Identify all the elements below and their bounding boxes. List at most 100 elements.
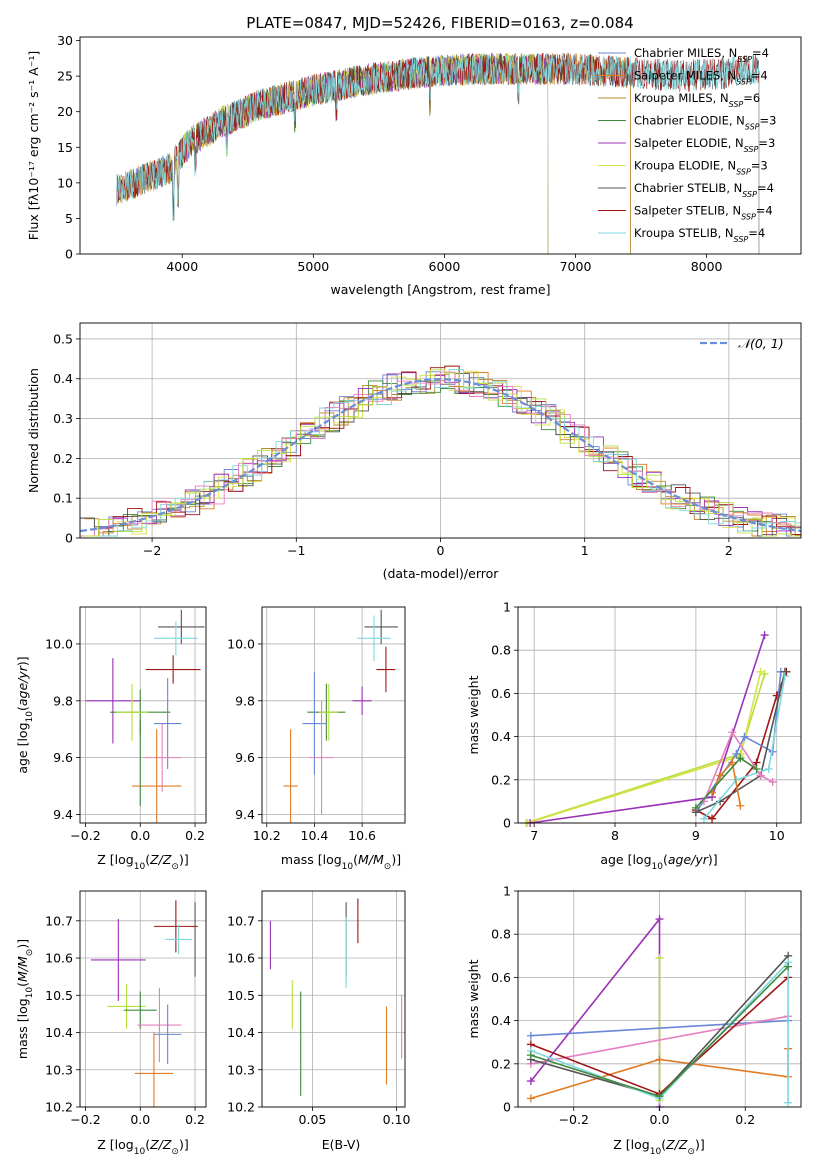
axes-frame — [517, 606, 802, 824]
weight-point-marker — [784, 962, 793, 971]
weight-lines — [526, 915, 793, 1111]
x-tick-label: 8 — [611, 828, 619, 843]
x-tick-label: 4000 — [166, 259, 198, 274]
legend-entry: Kroupa ELODIE, NSSP=3 — [634, 159, 768, 177]
y-tick-label: 9.4 — [53, 807, 73, 822]
y-tick-label: 0.4 — [491, 1013, 511, 1028]
legend-entry: Chabrier STELIB, NSSP=4 — [634, 181, 774, 199]
y-tick-label: 10.4 — [45, 1025, 73, 1040]
weight-series-line — [525, 673, 766, 824]
x-tick-label: −1 — [287, 543, 305, 558]
x-tick-label: 0.2 — [185, 828, 205, 843]
weight-series-line — [530, 1015, 789, 1065]
y-tick-label: 10.0 — [45, 636, 73, 651]
y-tick-label: 0.1 — [53, 491, 73, 506]
x-tick-label: 10.2 — [253, 828, 281, 843]
y-axis-label: age [log10(age/yr)] — [15, 656, 35, 773]
y-tick-label: 0 — [503, 1100, 511, 1115]
residual-histogram — [88, 369, 801, 537]
legend-entry: Chabrier ELODIE, NSSP=3 — [634, 114, 776, 132]
error-bars — [269, 898, 403, 1096]
weight-point-marker — [699, 814, 708, 823]
y-tick-label: 9.8 — [235, 693, 255, 708]
weight-point-marker — [764, 765, 773, 773]
residual-histogram — [84, 369, 801, 537]
x-tick-label: 0.2 — [735, 1112, 755, 1127]
x-tick-label: 0.10 — [383, 1112, 411, 1127]
x-tick-label: 10 — [769, 828, 785, 843]
weight-point-marker — [756, 771, 765, 780]
residual-histogram — [88, 370, 801, 537]
weight-point-marker — [655, 915, 664, 924]
x-axis-label: E(B-V) — [322, 1137, 361, 1152]
y-tick-label: 10.0 — [227, 636, 255, 651]
y-tick-label: 5 — [65, 211, 73, 226]
x-tick-label: 0.0 — [130, 828, 150, 843]
x-axis-label: mass [log10(M/M⊙)] — [281, 852, 401, 872]
x-tick-label: 0.05 — [299, 1112, 327, 1127]
weight-point-marker — [655, 953, 664, 962]
residual-histogram — [80, 371, 801, 537]
x-axis-label: Z [log10(Z/Z⊙)] — [613, 1137, 704, 1157]
y-tick-label: 10.2 — [45, 1100, 73, 1115]
y-tick-label: 10.3 — [45, 1062, 73, 1077]
x-tick-label: 6000 — [429, 259, 461, 274]
x-tick-label: 0 — [437, 543, 445, 558]
y-tick-label: 0.8 — [491, 927, 511, 942]
y-tick-label: 10.7 — [227, 913, 255, 928]
spectrum-series-line — [116, 53, 760, 254]
weight-point-marker — [728, 758, 737, 767]
x-tick-label: −0.2 — [70, 1112, 100, 1127]
legend-entry: Kroupa STELIB, NSSP=4 — [634, 226, 765, 244]
mass-vs-ebv-panel: 0.05 0.10 10.2 10.3 10.4 10.5 10.6 10.7 E(B-V) — [227, 890, 411, 1152]
age-vs-metallicity-panel: −0.2 0.0 0.2 9.4 9.6 9.8 10.0 Z [log10(Z/Z⊙)] ag… — [15, 606, 207, 872]
y-tick-label: 0.6 — [491, 686, 511, 701]
weight-vs-age-panel: 7 8 9 10 0 0.2 0.4 0.6 0.8 1 mass weight age [log10… — [466, 600, 802, 872]
y-tick-label: 10.4 — [227, 1025, 255, 1040]
figure-title: PLATE=0847, MJD=52426, FIBERID=0163, z=0… — [246, 14, 633, 32]
error-bars — [85, 609, 205, 823]
legend-entry: 𝒩(0, 1) — [738, 336, 784, 351]
y-tick-label: 1 — [503, 600, 511, 615]
x-tick-label: 7 — [530, 828, 538, 843]
weight-point-marker — [752, 765, 761, 773]
x-tick-label: 5000 — [297, 259, 329, 274]
legend-entry: Salpeter MILES, NSSP=4 — [634, 69, 768, 87]
y-tick-label: 25 — [57, 69, 73, 84]
weight-point-marker — [780, 672, 789, 681]
x-tick-label: 10.4 — [301, 828, 329, 843]
residual-histogram — [84, 365, 801, 537]
axes-frame — [261, 606, 406, 824]
y-tick-label: 10.2 — [227, 1100, 255, 1115]
y-tick-label: 0 — [65, 531, 73, 546]
weight-point-marker — [526, 1077, 535, 1086]
y-axis-label: mass weight — [466, 959, 481, 1038]
legend-entry: Chabrier MILES, NSSP=4 — [634, 46, 769, 64]
x-tick-label: −0.2 — [559, 1112, 589, 1127]
axes-frame — [261, 890, 406, 1108]
weight-point-marker — [732, 749, 741, 758]
weight-point-marker — [760, 669, 769, 678]
y-tick-label: 10.6 — [45, 951, 73, 966]
y-tick-label: 0.8 — [491, 643, 511, 658]
y-tick-label: 9.6 — [53, 750, 73, 765]
y-tick-label: 10 — [57, 175, 73, 190]
y-tick-label: 0.3 — [53, 411, 73, 426]
x-tick-label: 8000 — [691, 259, 723, 274]
age-vs-mass-panel: 10.2 10.4 10.6 9.4 9.6 9.8 10.0 mass [log10(M/M… — [227, 606, 406, 872]
error-bars — [283, 609, 398, 823]
y-tick-label: 9.4 — [235, 807, 255, 822]
weight-series-line — [530, 1019, 789, 1037]
y-tick-label: 10.7 — [45, 913, 73, 928]
y-tick-label: 10.6 — [227, 951, 255, 966]
x-tick-label: 2 — [725, 543, 733, 558]
axes-frame — [79, 606, 207, 824]
axes-frame — [79, 36, 802, 255]
x-axis-label: wavelength [Angstrom, rest frame] — [330, 282, 550, 297]
y-tick-label: 9.6 — [235, 750, 255, 765]
y-tick-label: 9.8 — [53, 693, 73, 708]
y-tick-label: 30 — [57, 33, 73, 48]
y-tick-label: 0.2 — [53, 451, 73, 466]
weight-point-marker — [526, 1051, 535, 1060]
